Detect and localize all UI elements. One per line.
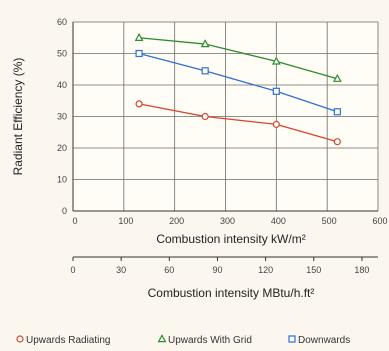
y-tick-label: 40 <box>57 80 67 90</box>
legend-label-upwards-with-grid: Upwards With Grid <box>168 335 252 346</box>
legend: Upwards Radiating Upwards With Grid Downwa… <box>16 334 350 346</box>
data-point-upwards-with-grid <box>134 32 144 41</box>
data-point-upwards-with-grid <box>271 56 281 65</box>
series-line-upwards-with-grid <box>139 37 338 80</box>
secondary-x-tick-label: 150 <box>306 265 321 275</box>
x-axis-label: Combustion intensity kW/m² <box>156 232 305 246</box>
x-tick-label: 0 <box>72 216 77 226</box>
y-tick-label: 10 <box>57 175 67 185</box>
data-point-downwards <box>201 67 209 75</box>
x-tick-label: 600 <box>372 216 387 226</box>
secondary-x-axis: 0 30 60 90 120 150 180 <box>70 256 378 275</box>
data-point-upwards-with-grid <box>200 39 210 48</box>
data-point-upwards-with-grid <box>332 73 342 82</box>
x-tick-label: 500 <box>322 216 337 226</box>
legend-marker-upwards-radiating <box>16 335 24 343</box>
secondary-x-tick-label: 90 <box>212 265 222 275</box>
x-tick-label: 400 <box>271 216 286 226</box>
data-point-upwards-radiating <box>333 138 341 146</box>
series-layer <box>134 32 342 146</box>
secondary-x-tick-label: 60 <box>164 265 174 275</box>
secondary-x-tick-label: 180 <box>354 265 369 275</box>
secondary-x-tick-label: 120 <box>258 265 273 275</box>
secondary-x-tick-label: 30 <box>116 265 126 275</box>
grid <box>73 21 379 211</box>
legend-label-upwards-radiating: Upwards Radiating <box>26 335 111 346</box>
y-tick-label: 50 <box>57 49 67 59</box>
legend-marker-downwards <box>288 335 296 343</box>
secondary-x-axis-label: Combustion intensity MBtu/h.ft² <box>148 286 315 300</box>
secondary-x-tick-label: 0 <box>70 265 75 275</box>
y-tick-label: 20 <box>57 143 67 153</box>
data-point-downwards <box>333 108 341 116</box>
data-point-upwards-radiating <box>272 120 280 128</box>
x-tick-label: 100 <box>118 216 133 226</box>
data-point-upwards-radiating <box>135 100 143 108</box>
y-axis-label: Radiant Efficiency (%) <box>11 58 25 176</box>
data-point-downwards <box>135 49 143 58</box>
x-tick-label: 200 <box>169 216 184 226</box>
data-point-downwards <box>272 87 280 95</box>
series-line-upwards-radiating <box>138 103 338 143</box>
data-point-upwards-radiating <box>201 112 209 121</box>
x-tick-label: 300 <box>220 216 235 226</box>
series-line-downwards <box>138 52 338 113</box>
y-tick-label: 60 <box>57 17 67 27</box>
y-tick-label: 30 <box>57 112 67 122</box>
legend-marker-upwards-with-grid <box>157 334 167 343</box>
y-tick-label: 0 <box>62 206 67 216</box>
legend-label-downwards: Downwards <box>298 335 350 346</box>
